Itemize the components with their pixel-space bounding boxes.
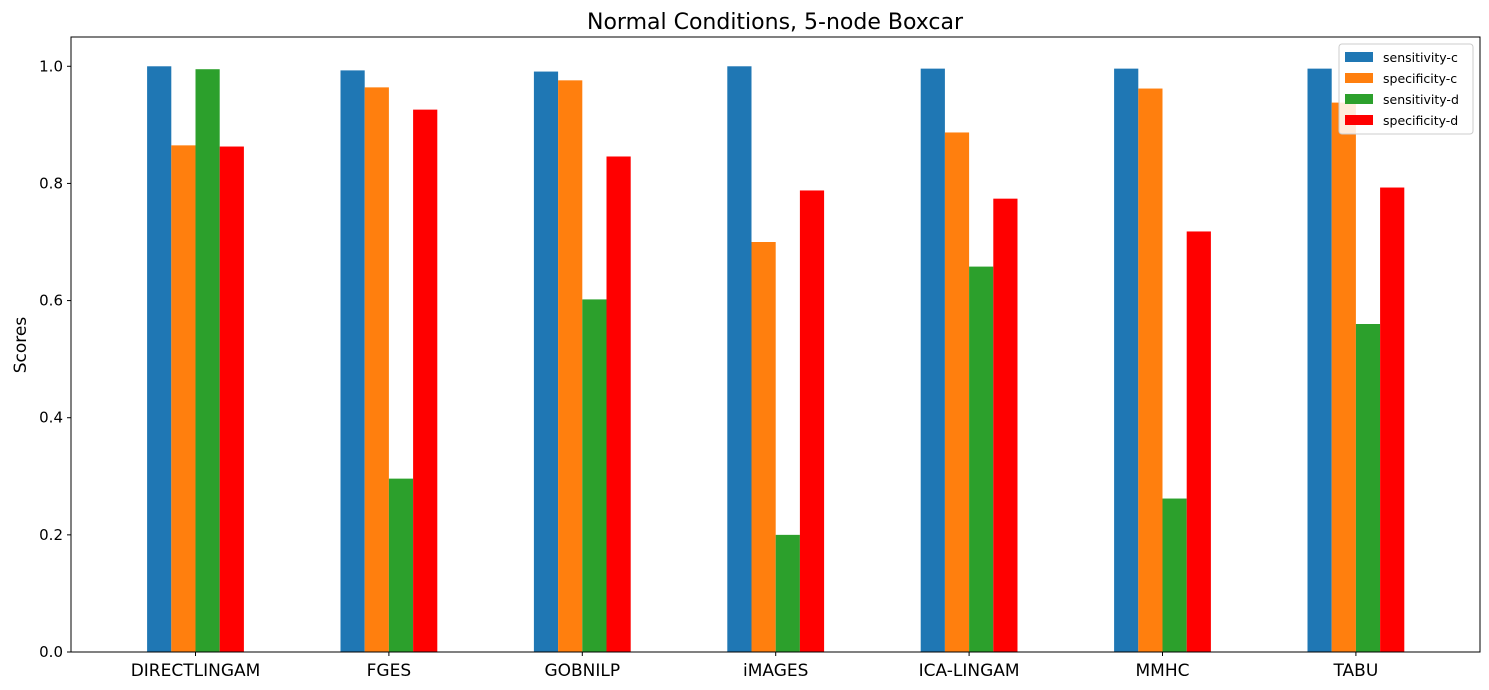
bar-sensitivity-c-TABU <box>1307 68 1332 652</box>
x-ticks: DIRECTLINGAM FGES GOBNILP iMAGES ICA-LINGAM M… <box>131 652 1378 681</box>
y-ticks: 0.0 0.2 0.4 0.6 0.8 1.0 <box>39 57 71 661</box>
bar-sensitivity-c-DIRECTLINGAM <box>147 66 172 653</box>
bar-sensitivity-d-iMAGES <box>775 534 800 652</box>
legend: sensitivity-c specificity-c sensitivity-d s… <box>1338 43 1474 135</box>
bar-specificity-d-GOBNILP <box>606 156 631 653</box>
x-tick-label: MMHC <box>1136 661 1190 681</box>
y-tick-label: 0.8 <box>39 174 63 192</box>
bar-specificity-c-TABU <box>1331 102 1356 653</box>
x-tick-label: ICA-LINGAM <box>919 661 1020 681</box>
y-tick-label: 0.0 <box>39 643 63 661</box>
y-tick-label: 0.6 <box>39 292 63 310</box>
bar-specificity-d-ICA-LINGAM <box>993 198 1018 652</box>
legend-label-specificity-d: specificity-d <box>1383 113 1458 128</box>
bar-specificity-c-iMAGES <box>751 242 776 652</box>
legend-label-sensitivity-d: sensitivity-d <box>1383 92 1459 107</box>
bar-sensitivity-c-GOBNILP <box>533 71 559 652</box>
bars-group <box>147 66 1405 653</box>
legend-swatch-sensitivity-c <box>1345 52 1373 62</box>
legend-swatch-specificity-c <box>1345 73 1373 83</box>
legend-box <box>1338 43 1474 135</box>
bar-sensitivity-d-ICA-LINGAM <box>969 266 994 652</box>
x-tick-label: DIRECTLINGAM <box>131 661 261 681</box>
bar-sensitivity-d-DIRECTLINGAM <box>195 69 220 652</box>
x-tick-label: GOBNILP <box>544 661 620 681</box>
y-tick-label: 0.2 <box>39 526 63 544</box>
bar-sensitivity-c-FGES <box>340 70 365 652</box>
legend-label-sensitivity-c: sensitivity-c <box>1383 50 1458 65</box>
plot-frame <box>70 36 1481 653</box>
chart-title: Normal Conditions, 5-node Boxcar <box>587 10 964 35</box>
bar-specificity-d-MMHC <box>1186 231 1211 652</box>
bar-sensitivity-c-ICA-LINGAM <box>920 68 945 652</box>
bar-sensitivity-d-TABU <box>1355 324 1381 652</box>
bar-sensitivity-c-iMAGES <box>727 66 752 653</box>
y-tick-label: 1.0 <box>39 57 63 75</box>
x-tick-label: FGES <box>367 661 411 681</box>
bar-specificity-c-ICA-LINGAM <box>944 132 970 653</box>
bar-specificity-d-iMAGES <box>799 190 825 652</box>
bar-specificity-c-DIRECTLINGAM <box>171 145 196 653</box>
bar-specificity-c-FGES <box>364 87 389 653</box>
bar-specificity-c-MMHC <box>1138 88 1163 653</box>
bar-sensitivity-c-MMHC <box>1114 68 1139 652</box>
x-tick-label: TABU <box>1332 661 1378 681</box>
bar-sensitivity-d-FGES <box>388 478 414 652</box>
bar-specificity-d-TABU <box>1380 187 1405 652</box>
legend-swatch-specificity-d <box>1345 115 1373 125</box>
bar-specificity-d-DIRECTLINGAM <box>219 146 244 652</box>
bar-sensitivity-d-MMHC <box>1162 498 1187 652</box>
legend-label-specificity-c: specificity-c <box>1383 71 1457 86</box>
y-tick-label: 0.4 <box>39 409 63 427</box>
y-axis-label: Scores <box>11 317 31 374</box>
x-tick-label: iMAGES <box>743 661 808 681</box>
bar-specificity-d-FGES <box>413 109 438 652</box>
legend-swatch-sensitivity-d <box>1345 94 1373 104</box>
bar-specificity-c-GOBNILP <box>558 80 583 653</box>
bar-sensitivity-d-GOBNILP <box>582 299 607 652</box>
